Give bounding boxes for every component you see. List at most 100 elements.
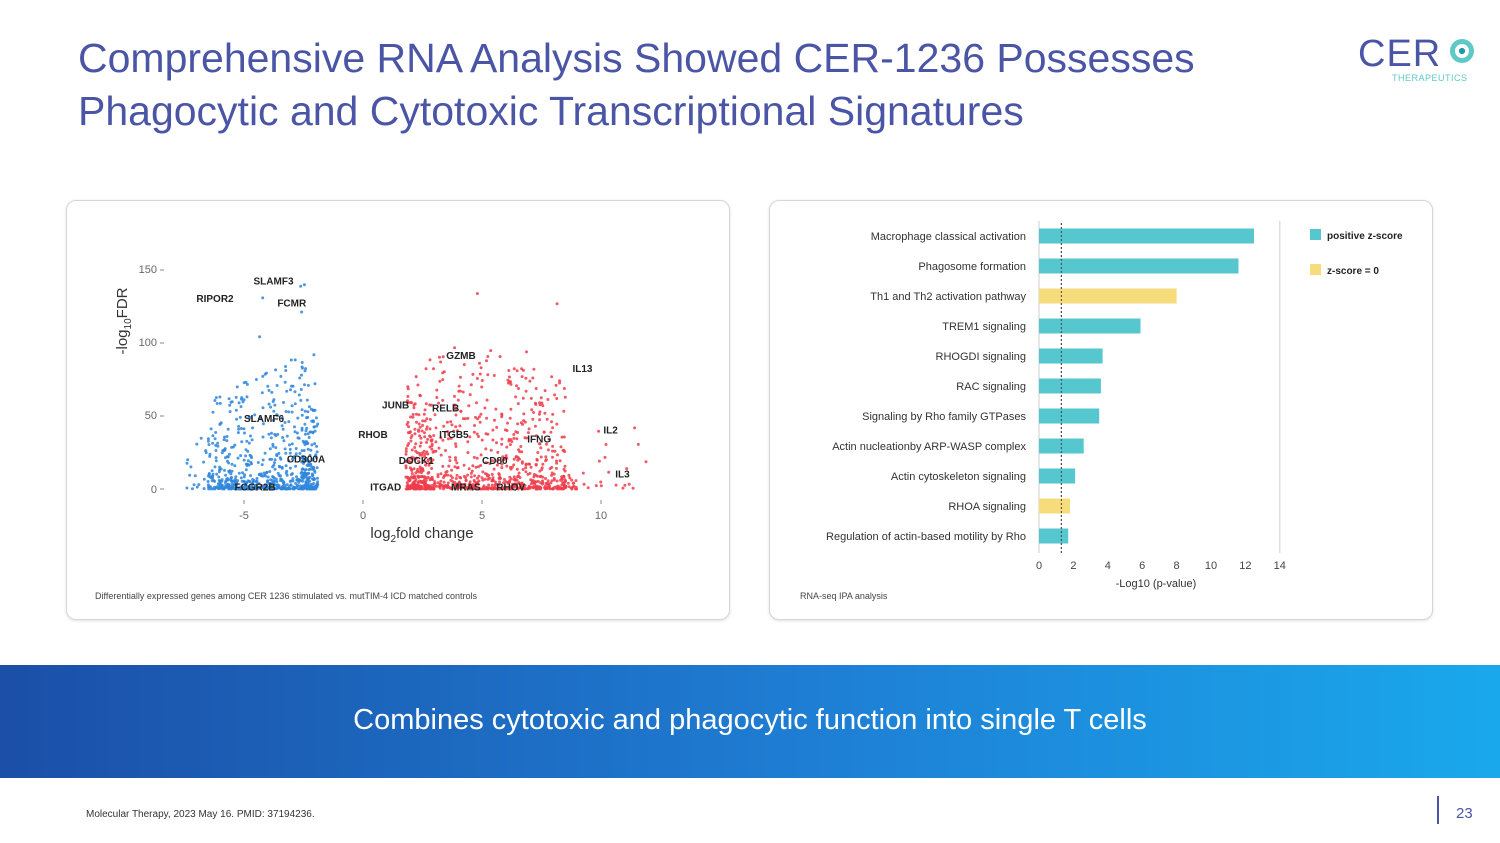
data-point	[478, 420, 482, 424]
data-point	[287, 420, 291, 424]
data-point	[534, 463, 538, 467]
data-point	[556, 487, 559, 491]
x-tick-label: 0	[360, 510, 366, 522]
data-point	[244, 448, 248, 452]
data-point	[442, 424, 446, 428]
data-point	[280, 416, 284, 420]
key-takeaway-banner: Combines cytotoxic and phagocytic functi…	[0, 665, 1500, 778]
data-point	[239, 454, 243, 458]
data-point	[533, 424, 537, 428]
data-point	[276, 432, 280, 436]
data-point	[550, 487, 554, 491]
data-point	[441, 484, 445, 488]
data-point	[270, 390, 274, 394]
data-point	[244, 462, 248, 466]
data-point	[516, 402, 520, 406]
data-point	[426, 452, 430, 456]
data-point	[313, 486, 317, 490]
data-point	[614, 483, 618, 487]
data-point	[231, 445, 235, 449]
data-point	[238, 415, 242, 419]
data-point	[213, 465, 217, 469]
x-tick-label: 6	[1139, 560, 1145, 572]
data-point	[447, 464, 451, 468]
data-point	[251, 487, 254, 491]
data-point	[524, 389, 528, 393]
data-point	[293, 402, 297, 406]
data-point	[474, 415, 477, 419]
data-point	[225, 435, 229, 438]
data-point	[267, 388, 271, 392]
data-point	[214, 431, 218, 434]
data-point	[274, 487, 278, 490]
data-point	[448, 455, 452, 459]
data-point	[216, 441, 220, 445]
data-point	[553, 393, 557, 397]
x-tick-label: 2	[1070, 560, 1076, 572]
data-point	[219, 484, 223, 488]
data-point	[507, 381, 510, 385]
data-point	[486, 474, 489, 478]
data-point	[486, 355, 490, 358]
data-point	[303, 457, 307, 461]
data-point	[313, 469, 316, 473]
data-point	[410, 472, 414, 475]
data-point	[423, 435, 427, 439]
data-point	[267, 402, 271, 406]
x-tick-label: -5	[239, 510, 249, 522]
data-point	[562, 409, 566, 413]
data-point	[512, 433, 516, 436]
data-point	[420, 487, 424, 491]
data-point	[214, 486, 218, 490]
data-point	[502, 481, 505, 485]
data-point	[572, 484, 576, 488]
data-point	[500, 466, 504, 470]
data-point	[217, 470, 221, 474]
data-point	[480, 438, 484, 442]
data-point	[458, 389, 462, 393]
gene-label: CD300A	[287, 455, 325, 466]
data-point	[404, 452, 408, 456]
data-point	[504, 454, 508, 458]
data-point	[314, 416, 318, 420]
data-point	[537, 412, 541, 416]
legend-label: z-score = 0	[1327, 266, 1379, 277]
data-point	[409, 415, 413, 419]
gene-labels: SLAMF3 RIPOR2 FCMR SLAMF6 CD300A FCGR2B GZMB IL…	[196, 277, 630, 494]
data-point	[407, 460, 411, 464]
data-point	[446, 430, 450, 434]
data-point	[202, 460, 206, 464]
data-point	[607, 470, 611, 474]
data-point	[188, 473, 192, 477]
data-point	[509, 407, 513, 411]
data-point	[532, 367, 536, 371]
data-point	[211, 410, 215, 414]
data-point	[268, 447, 272, 451]
data-point	[247, 441, 251, 445]
data-point	[412, 456, 416, 460]
data-point	[582, 482, 586, 486]
reference-citation: Molecular Therapy, 2023 May 16. PMID: 37…	[86, 809, 315, 820]
data-point	[497, 472, 501, 476]
data-point	[454, 407, 458, 411]
data-point	[213, 399, 217, 402]
data-point	[631, 486, 635, 490]
data-point	[237, 401, 241, 405]
data-point	[453, 403, 457, 407]
data-point	[309, 484, 313, 488]
data-point	[282, 401, 285, 404]
data-point	[275, 413, 279, 417]
data-point	[282, 481, 286, 485]
data-point	[237, 471, 241, 475]
data-point	[316, 476, 319, 480]
data-point	[281, 484, 285, 488]
data-point	[242, 458, 246, 462]
data-point	[207, 443, 211, 447]
data-point	[288, 451, 292, 455]
data-point	[491, 476, 495, 480]
data-point	[259, 416, 263, 420]
data-point	[491, 479, 495, 483]
data-point	[599, 484, 603, 488]
data-point	[570, 478, 574, 482]
data-point	[456, 466, 460, 469]
